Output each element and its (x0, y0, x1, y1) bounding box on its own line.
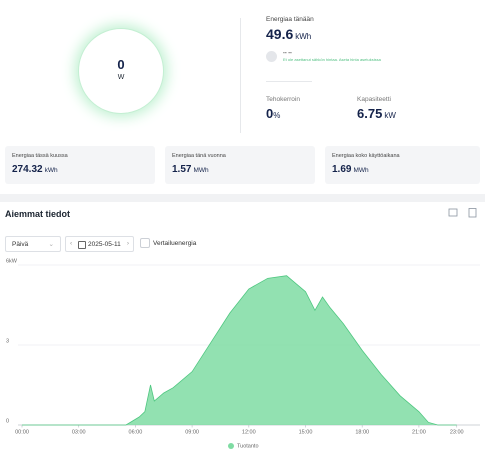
card-value-row: 1.69 MWh (332, 164, 369, 175)
date-value: 2025-05-11 (88, 241, 121, 248)
period-select[interactable]: Päivä ⌄ (5, 236, 61, 252)
power-factor-row: 0% (266, 106, 280, 121)
export-icon[interactable] (448, 208, 458, 217)
x-tick-label: 03:00 (72, 429, 86, 435)
stat-card: Energiaa tässä kuussa 274.32 kWh (5, 146, 155, 184)
legend-label: Tuotanto (237, 443, 259, 449)
card-unit: MWh (193, 167, 209, 174)
x-tick-label: 09:00 (185, 429, 199, 435)
separator (266, 81, 312, 82)
gauge-value: 0 (117, 57, 125, 72)
stat-card: Energiaa koko käyttöaikana 1.69 MWh (325, 146, 480, 184)
area-fill (22, 275, 457, 425)
price-icon (266, 51, 277, 62)
gauge (78, 28, 164, 114)
card-label: Energiaa tässä kuussa (12, 153, 68, 159)
x-tick-label: 23:00 (450, 429, 464, 435)
history-title: Aiemmat tiedot (5, 209, 71, 219)
chevron: ⌄ (48, 241, 54, 248)
today-value-row: 49.6 kWh (266, 26, 311, 42)
card-value: 1.69 (332, 164, 352, 175)
next[interactable]: › (126, 240, 129, 247)
y-tick-label: 3 (6, 338, 9, 344)
power-factor-label: Tehokerroin (266, 96, 300, 103)
power-factor-value: 0 (266, 106, 274, 121)
area-line (22, 275, 457, 426)
calendar-icon (78, 241, 86, 249)
legend-swatch (228, 443, 234, 449)
section-band (0, 194, 485, 202)
compare-checkbox[interactable] (140, 238, 150, 248)
capacity-unit: kW (384, 111, 396, 120)
today-unit: kWh (295, 32, 312, 41)
card-unit: MWh (353, 167, 369, 174)
y-tick-label: 6kW (6, 258, 18, 264)
x-tick-label: 21:00 (412, 429, 426, 435)
capacity-label: Kapasiteetti (357, 96, 391, 103)
card-value-row: 1.57 MWh (172, 164, 209, 175)
x-tick-label: 12:00 (242, 429, 256, 435)
capacity-row: 6.75 kW (357, 106, 396, 121)
y-tick-label: 0 (6, 418, 9, 424)
power-factor-unit: % (273, 111, 281, 120)
card-label: Energiaa koko käyttöaikana (332, 153, 400, 159)
price-value: -- -- (283, 50, 292, 56)
today-label: Energiaa tänään (266, 16, 314, 23)
card-label: Energiaa tänä vuonna (172, 153, 226, 159)
price-note[interactable]: Et ole asettanut sähkön hintaa. Aseta hi… (283, 57, 381, 62)
period-value: Päivä (12, 241, 29, 248)
prev[interactable]: ‹ (70, 240, 73, 247)
gauge-unit: W (117, 74, 125, 81)
today-value: 49.6 (266, 26, 294, 42)
toolbar-icons[interactable] (448, 208, 480, 218)
date-picker[interactable]: ‹ 2025-05-11 › (65, 236, 134, 252)
card-value: 1.57 (172, 164, 192, 175)
compare-label: Vertailuenergia (153, 240, 197, 247)
x-tick-label: 06:00 (129, 429, 143, 435)
divider (240, 18, 241, 133)
download-icon[interactable] (468, 208, 477, 218)
x-tick-label: 15:00 (299, 429, 313, 435)
stat-card: Energiaa tänä vuonna 1.57 MWh (165, 146, 315, 184)
card-value-row: 274.32 kWh (12, 164, 58, 175)
card-value: 274.32 (12, 164, 43, 175)
x-tick-label: 00:00 (15, 429, 29, 435)
capacity-value: 6.75 (357, 106, 383, 121)
x-tick-label: 18:00 (355, 429, 369, 435)
card-unit: kWh (44, 167, 58, 174)
chart: 0 3 6kW 00:00 03:00 06:00 09:00 12:00 15:00 18:00… (6, 258, 480, 449)
